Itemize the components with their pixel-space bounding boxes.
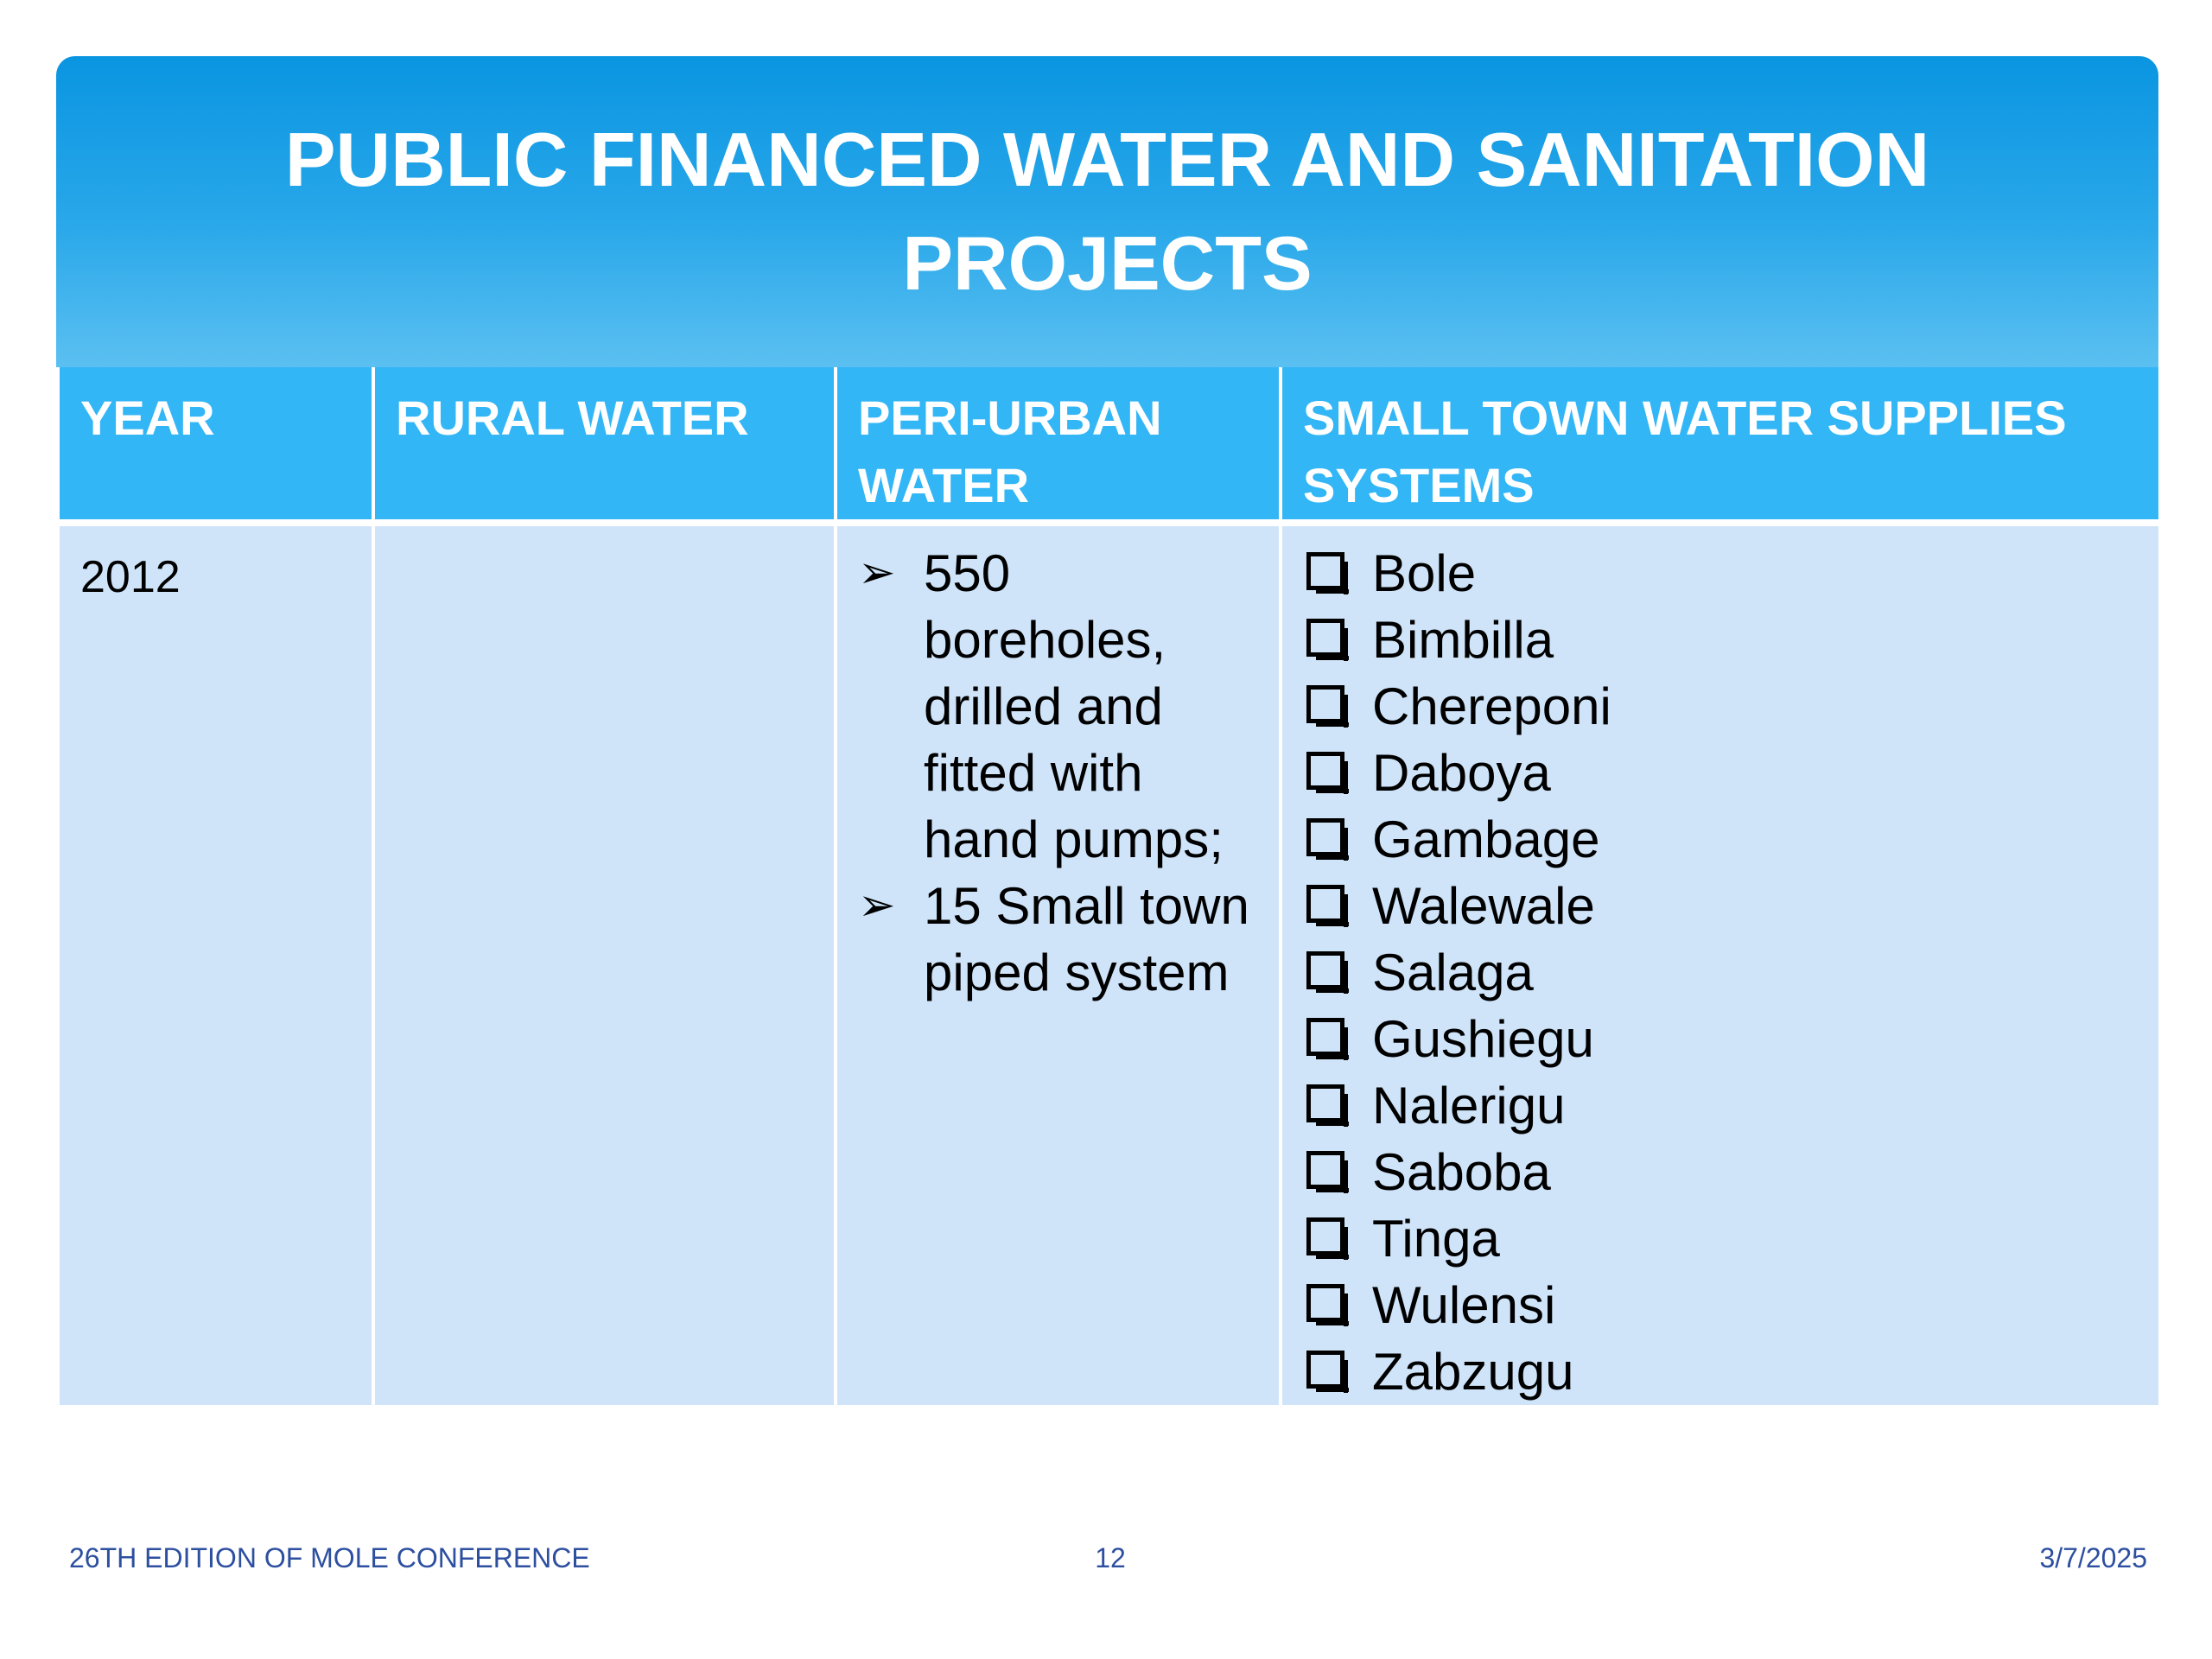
checkbox-bullet-icon <box>1306 619 1349 661</box>
list-item-text: Nalerigu <box>1372 1077 1566 1135</box>
cell-small-town-water: Bole Bimbilla Chereponi Daboya Gambage W… <box>1279 523 2162 1405</box>
list-item: ➢ 550 boreholes, drilled and fitted with… <box>858 540 1262 873</box>
list-item-text: Gambage <box>1372 810 1600 868</box>
footer-date: 3/7/2025 <box>2039 1542 2147 1573</box>
list-item: Tinga <box>1303 1205 2141 1272</box>
header-peri-urban-water: PERI-URBAN WATER <box>834 367 1282 526</box>
peri-urban-list: ➢ 550 boreholes, drilled and fitted with… <box>837 526 1279 1006</box>
list-item: Gambage <box>1303 806 2141 873</box>
list-item-text: Saboba <box>1372 1143 1551 1201</box>
list-item-text: Walewale <box>1372 877 1595 935</box>
list-item: Walewale <box>1303 873 2141 939</box>
list-item-text: Daboya <box>1372 744 1551 802</box>
checkbox-bullet-icon <box>1306 1351 1349 1393</box>
arrow-bullet-icon: ➢ <box>858 547 896 599</box>
cell-year: 2012 <box>56 523 375 1405</box>
footer-conference: 26TH EDITION OF MOLE CONFERENCE <box>69 1542 590 1573</box>
checkbox-bullet-icon <box>1306 752 1349 794</box>
checkbox-bullet-icon <box>1306 951 1349 994</box>
list-item: Chereponi <box>1303 673 2141 740</box>
list-item-text: Tinga <box>1372 1210 1500 1268</box>
table-header-row: YEAR RURAL WATER PERI-URBAN WATER SMALL … <box>56 367 2162 526</box>
list-item: Zabzugu <box>1303 1338 2141 1405</box>
list-item: Salaga <box>1303 939 2141 1006</box>
checkbox-bullet-icon <box>1306 552 1349 594</box>
checkbox-bullet-icon <box>1306 885 1349 927</box>
checkbox-bullet-icon <box>1306 818 1349 861</box>
list-item: Wulensi <box>1303 1272 2141 1338</box>
list-item-text: Wulensi <box>1372 1276 1556 1334</box>
title-band: PUBLIC FINANCED WATER AND SANITATION PRO… <box>56 56 2158 367</box>
list-item-text: 15 Small town piped system <box>924 877 1249 1001</box>
cell-peri-urban-water: ➢ 550 boreholes, drilled and fitted with… <box>834 523 1282 1405</box>
footer-page-number: 12 <box>1095 1542 1126 1573</box>
list-item: Gushiegu <box>1303 1006 2141 1072</box>
table-row: 2012 ➢ 550 boreholes, drilled and fitted… <box>56 523 2162 1405</box>
checkbox-bullet-icon <box>1306 1018 1349 1060</box>
list-item: Daboya <box>1303 740 2141 806</box>
checkbox-bullet-icon <box>1306 1084 1349 1127</box>
checkbox-bullet-icon <box>1306 1217 1349 1260</box>
list-item-text: Bole <box>1372 544 1477 602</box>
list-item: Nalerigu <box>1303 1072 2141 1139</box>
list-item-text: Gushiegu <box>1372 1010 1594 1068</box>
list-item-text: Zabzugu <box>1372 1343 1574 1401</box>
list-item-text: Salaga <box>1372 944 1534 1001</box>
small-town-list: Bole Bimbilla Chereponi Daboya Gambage W… <box>1282 526 2158 1405</box>
list-item: ➢ 15 Small town piped system <box>858 873 1262 1006</box>
header-year: YEAR <box>56 367 375 526</box>
list-item-text: Chereponi <box>1372 677 1611 735</box>
list-item-text: Bimbilla <box>1372 611 1554 669</box>
arrow-bullet-icon: ➢ <box>858 880 896 931</box>
slide-title: PUBLIC FINANCED WATER AND SANITATION PRO… <box>284 117 1930 306</box>
header-small-town-water: SMALL TOWN WATER SUPPLIES SYSTEMS <box>1279 367 2162 526</box>
header-rural-water: RURAL WATER <box>372 367 837 526</box>
cell-rural-water <box>372 523 837 1405</box>
list-item-text: 550 boreholes, drilled and fitted with h… <box>924 544 1224 868</box>
list-item: Bole <box>1303 540 2141 607</box>
list-item: Bimbilla <box>1303 607 2141 673</box>
checkbox-bullet-icon <box>1306 1284 1349 1326</box>
checkbox-bullet-icon <box>1306 1151 1349 1193</box>
checkbox-bullet-icon <box>1306 685 1349 728</box>
projects-table: YEAR RURAL WATER PERI-URBAN WATER SMALL … <box>56 367 2162 1405</box>
list-item: Saboba <box>1303 1139 2141 1205</box>
